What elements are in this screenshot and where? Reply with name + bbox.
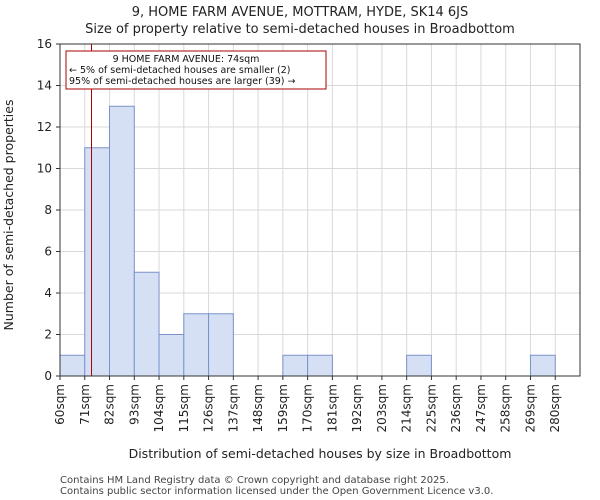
annotation-line-1: 9 HOME FARM AVENUE: 74sqm xyxy=(113,54,260,65)
x-tick-labels: 60sqm 71sqm 82sqm 93sqm 104sqm 115sqm 126sqm 13… xyxy=(53,376,562,432)
y-tick-label: 2 xyxy=(44,328,52,342)
y-tick-label: 10 xyxy=(37,162,52,176)
bar-71sqm xyxy=(84,147,111,377)
bar-126sqm xyxy=(208,313,234,377)
bar-159sqm xyxy=(282,354,309,377)
x-tick-label: 203sqm xyxy=(375,384,389,432)
bar-104sqm xyxy=(158,334,185,377)
x-axis-label: Distribution of semi-detached houses by … xyxy=(129,446,512,461)
y-tick-label: 16 xyxy=(37,37,52,51)
y-tick-label: 12 xyxy=(37,120,52,134)
bars xyxy=(59,105,556,377)
footer-licence: Contains public sector information licen… xyxy=(60,486,493,497)
x-tick-label: 192sqm xyxy=(350,384,364,432)
x-tick-label: 280sqm xyxy=(548,384,562,432)
x-tick-label: 93sqm xyxy=(127,384,141,425)
x-tick-label: 159sqm xyxy=(276,384,290,432)
x-tick-label: 115sqm xyxy=(177,384,191,432)
x-tick-label: 258sqm xyxy=(499,384,513,432)
y-tick-label: 8 xyxy=(44,203,52,217)
bar-269sqm xyxy=(529,354,556,377)
y-tick-label: 14 xyxy=(37,79,52,93)
bar-93sqm xyxy=(133,271,160,377)
x-tick-label: 170sqm xyxy=(301,384,315,432)
chart-subtitle: Size of property relative to semi-detach… xyxy=(85,22,515,37)
bar-82sqm xyxy=(109,105,135,377)
x-tick-label: 60sqm xyxy=(53,384,67,425)
bar-170sqm xyxy=(307,354,333,377)
y-tick-label: 0 xyxy=(44,369,52,383)
annotation-box: 9 HOME FARM AVENUE: 74sqm ← 5% of semi-d… xyxy=(65,50,327,90)
x-tick-label: 225sqm xyxy=(424,384,438,432)
y-axis-label: Number of semi-detached properties xyxy=(1,100,16,331)
x-tick-label: 71sqm xyxy=(78,384,92,425)
footer-copyright: Contains HM Land Registry data © Crown c… xyxy=(60,475,449,486)
y-tick-label: 6 xyxy=(44,245,52,259)
y-tick-labels: 0 2 4 6 8 10 12 14 16 xyxy=(37,37,60,383)
x-tick-label: 236sqm xyxy=(449,384,463,432)
x-tick-label: 148sqm xyxy=(251,384,265,432)
x-tick-label: 247sqm xyxy=(474,384,488,432)
annotation-border xyxy=(65,50,327,90)
x-tick-label: 126sqm xyxy=(202,384,216,432)
bar-115sqm xyxy=(183,313,210,377)
x-tick-label: 181sqm xyxy=(325,384,339,432)
bar-214sqm xyxy=(406,354,432,377)
x-tick-label: 104sqm xyxy=(152,384,166,432)
bar-60sqm xyxy=(59,354,86,377)
x-tick-label: 214sqm xyxy=(400,384,414,432)
chart-title: 9, HOME FARM AVENUE, MOTTRAM, HYDE, SK14… xyxy=(132,5,469,20)
x-tick-label: 269sqm xyxy=(523,384,537,432)
annotation-line-2: ← 5% of semi-detached houses are smaller… xyxy=(69,65,290,76)
x-tick-label: 82sqm xyxy=(103,384,117,425)
y-tick-label: 4 xyxy=(44,286,52,300)
x-tick-label: 137sqm xyxy=(226,384,240,432)
annotation-line-3: 95% of semi-detached houses are larger (… xyxy=(69,76,296,87)
